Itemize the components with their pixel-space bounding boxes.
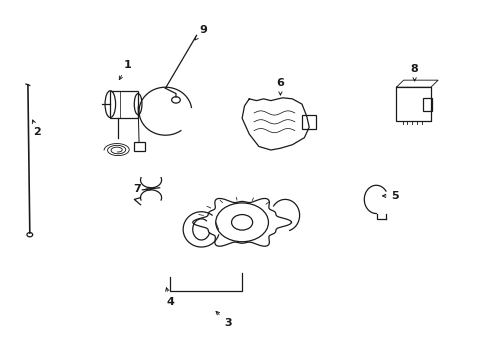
Text: 2: 2: [32, 120, 41, 138]
Text: 7: 7: [133, 184, 152, 194]
Text: 5: 5: [382, 191, 398, 201]
Text: 8: 8: [410, 64, 418, 81]
Text: 1: 1: [119, 60, 131, 80]
Text: 6: 6: [276, 78, 284, 95]
Bar: [396, 87, 430, 121]
Bar: [423, 98, 431, 111]
Bar: [302, 115, 316, 129]
Bar: [110, 91, 138, 118]
Bar: [134, 142, 144, 151]
Text: 3: 3: [216, 311, 231, 328]
Text: 9: 9: [194, 25, 207, 40]
Text: 4: 4: [165, 288, 174, 307]
